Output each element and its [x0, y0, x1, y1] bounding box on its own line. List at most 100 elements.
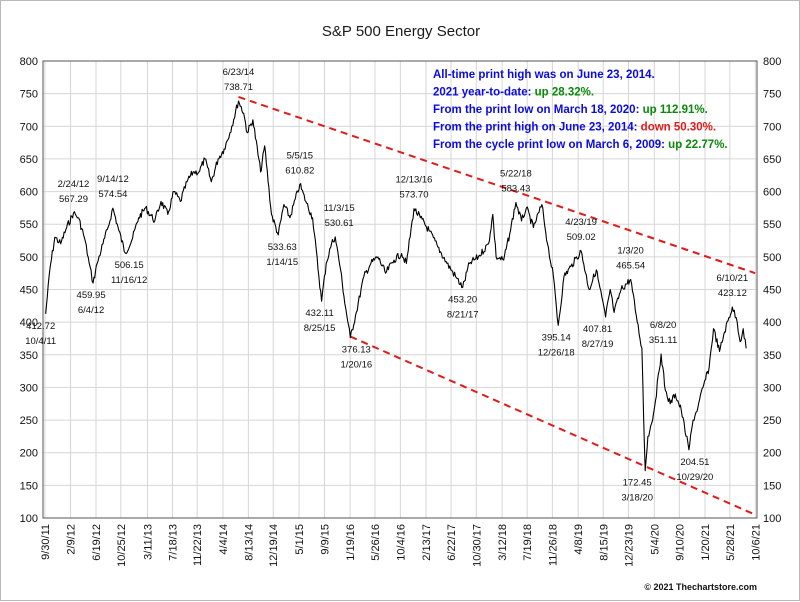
x-tick-label: 5/26/16: [370, 524, 382, 561]
x-tick-label: 1/20/21: [700, 524, 712, 561]
annotation-label: 465.54: [616, 260, 645, 271]
x-tick-label: 4/8/19: [573, 524, 585, 555]
x-tick-label: 3/11/13: [142, 524, 154, 560]
x-tick-label: 5/28/21: [725, 524, 737, 561]
y-tick-label: 550: [20, 219, 38, 231]
y-tick-label: 400: [20, 317, 38, 329]
annotation-label: 1/14/15: [266, 257, 298, 268]
annotation-label: 204.51: [680, 457, 709, 468]
annotation-label: 2/24/12: [58, 179, 90, 190]
annotation-label: 573.70: [399, 190, 428, 201]
x-tick-label: 10/30/17: [471, 524, 483, 567]
x-tick-label: 6/19/12: [91, 524, 103, 561]
annotation-label: 8/27/19: [582, 339, 614, 350]
y-tick-label: 150: [20, 480, 38, 492]
y-tick-label: 650: [20, 154, 38, 166]
info-line: From the print high on June 23, 2014: do…: [433, 122, 716, 134]
x-tick-label: 9/10/20: [674, 524, 686, 561]
annotation-label: 738.71: [224, 82, 253, 93]
x-tick-label: 9/9/15: [319, 524, 331, 555]
x-tick-label: 7/18/13: [167, 524, 179, 561]
chart-title: S&P 500 Energy Sector: [322, 23, 480, 40]
y-tick-label-right: 700: [763, 121, 781, 133]
y-tick-label-right: 750: [763, 89, 781, 101]
y-tick-label: 500: [20, 252, 38, 264]
annotation-label: 376.13: [342, 345, 371, 356]
y-tick-label-right: 400: [763, 317, 781, 329]
annotation-label: 6/23/14: [223, 67, 255, 78]
info-segment: up 28.32%.: [535, 87, 594, 99]
annotations: 6/23/14 738.71 2/24/12 567.29 9/14/12 574.54 5…: [25, 67, 748, 504]
info-segment: up 112.91%.: [643, 104, 708, 116]
y-tick-label: 350: [20, 350, 38, 362]
x-tick-label: 5/4/20: [649, 524, 661, 555]
y-tick-label-right: 550: [763, 219, 781, 231]
y-tick-label-right: 650: [763, 154, 781, 166]
x-tick-label: 11/22/13: [192, 524, 204, 566]
y-tick-label: 700: [20, 121, 38, 133]
info-segment: 2021 year-to-date:: [433, 87, 535, 99]
y-tick-label: 800: [20, 56, 38, 68]
y-tick-label: 100: [20, 513, 38, 525]
x-tick-label: 3/12/18: [497, 524, 509, 561]
annotation-label: 12/13/16: [395, 175, 432, 186]
annotation-label: 509.02: [567, 232, 596, 243]
annotation-label: 610.82: [285, 166, 314, 177]
y-tick-label: 250: [20, 415, 38, 427]
x-tick-label: 4/4/14: [218, 524, 230, 555]
trendlines: [238, 95, 756, 516]
annotation-label: 395.14: [542, 332, 571, 343]
annotation-label: 6/8/20: [650, 320, 676, 331]
annotation-label: 583.43: [501, 183, 530, 194]
y-tick-label-right: 200: [763, 448, 781, 460]
x-tick-label: 5/1/15: [294, 524, 306, 555]
x-tick-label: 12/23/19: [623, 524, 635, 567]
annotation-label: 9/14/12: [97, 174, 129, 185]
price-series: [45, 100, 747, 472]
annotation-label: 1/20/16: [340, 360, 372, 371]
annotation-label: 10/29/20: [676, 472, 713, 483]
info-segment: From the print high on June 23, 2014:: [433, 122, 641, 134]
annotation-label: 574.54: [98, 189, 127, 200]
annotation-label: 11/3/15: [324, 203, 355, 214]
annotation-label: 8/21/17: [447, 309, 479, 320]
y-tick-label: 600: [20, 187, 38, 199]
x-tick-label: 6/22/17: [446, 524, 458, 561]
annotation-label: 459.95: [77, 290, 106, 301]
y-tick-label-right: 300: [763, 382, 781, 394]
annotation-label: 432.11: [305, 308, 333, 319]
y-tick-label-right: 600: [763, 187, 781, 199]
y-tick-label-right: 450: [763, 285, 781, 297]
x-tick-label: 7/19/18: [522, 524, 534, 561]
x-tick-label: 9/30/11: [40, 524, 52, 560]
y-tick-label-right: 100: [763, 513, 781, 525]
info-segment: All-time print high was on June 23, 2014…: [433, 69, 655, 81]
x-tick-label: 2/13/17: [421, 524, 433, 561]
annotation-label: 530.61: [325, 218, 354, 229]
info-segment: down 50.30%.: [641, 122, 716, 134]
info-line: From the cycle print low on March 6, 200…: [433, 139, 728, 151]
x-tick-label: 8/13/14: [243, 524, 255, 561]
annotation-label: 8/25/15: [304, 323, 336, 334]
grid: [43, 60, 757, 519]
annotation-label: 407.81: [583, 324, 612, 335]
x-axis-labels: 9/30/11 2/9/12 6/19/12 10/25/12 3/11/13 7/18/…: [40, 524, 762, 567]
x-tick-label: 2/9/12: [66, 524, 78, 555]
plot-border: [42, 60, 758, 519]
info-box: All-time print high was on June 23, 2014…: [433, 69, 728, 151]
y-tick-label-right: 800: [763, 56, 781, 68]
annotation-label: 351.11: [649, 335, 677, 346]
x-tick-label: 1/19/16: [345, 524, 357, 561]
x-tick-label: 10/25/12: [116, 524, 128, 567]
info-segment: From the print low on March 18, 2020:: [433, 104, 643, 116]
info-line: All-time print high was on June 23, 2014…: [433, 69, 655, 81]
y-tick-label: 200: [20, 448, 38, 460]
y-tick-label: 450: [20, 285, 38, 297]
annotation-label: 412.72: [26, 321, 55, 332]
annotation-label: 5/5/15: [287, 151, 313, 162]
annotation-label: 6/4/12: [78, 305, 104, 316]
annotation-label: 506.15: [115, 260, 144, 271]
x-tick-label: 11/26/18: [547, 524, 559, 566]
